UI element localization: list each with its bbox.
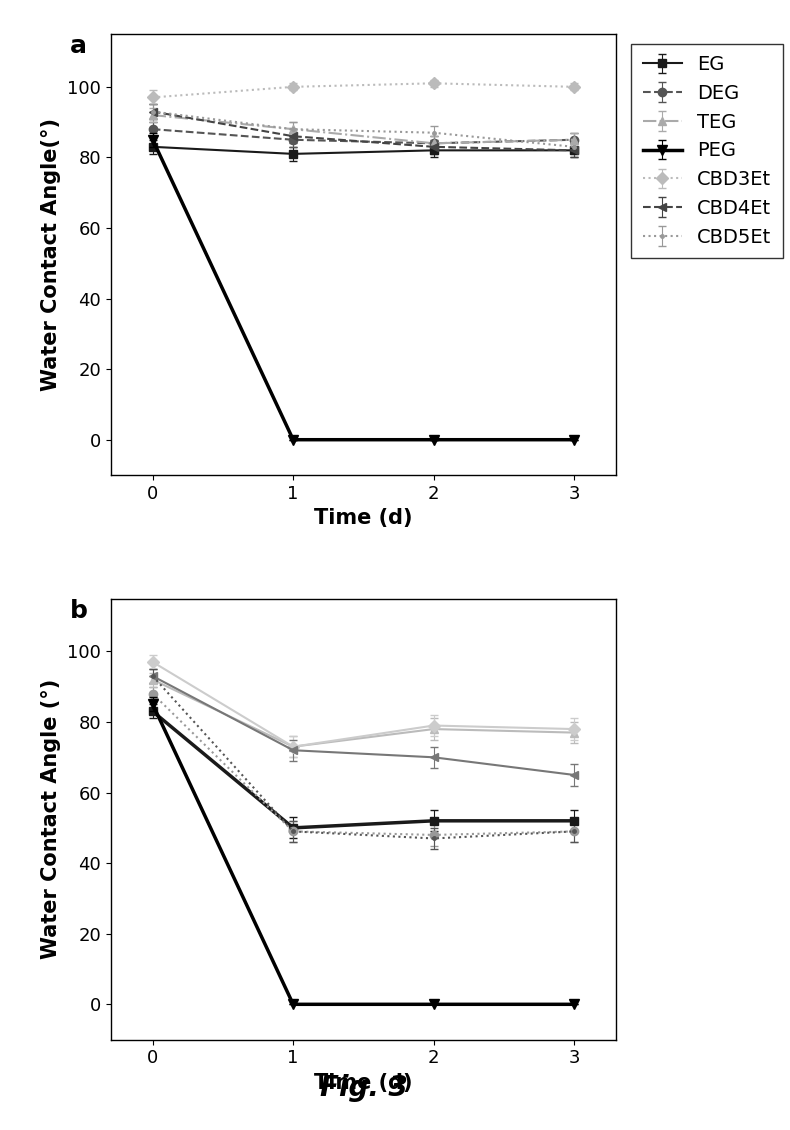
Legend: EG, DEG, TEG, PEG, CBD3Et, CBD4Et, CBD5Et: EG, DEG, TEG, PEG, CBD3Et, CBD4Et, CBD5E…	[631, 44, 783, 259]
Y-axis label: Water Contact Angle (°): Water Contact Angle (°)	[41, 679, 62, 959]
Y-axis label: Water Contact Angle(°): Water Contact Angle(°)	[41, 118, 62, 391]
Text: a: a	[70, 34, 87, 58]
X-axis label: Time (d): Time (d)	[314, 1072, 412, 1093]
Text: Fig. 3: Fig. 3	[319, 1074, 408, 1102]
Text: b: b	[70, 599, 88, 623]
X-axis label: Time (d): Time (d)	[314, 508, 412, 528]
